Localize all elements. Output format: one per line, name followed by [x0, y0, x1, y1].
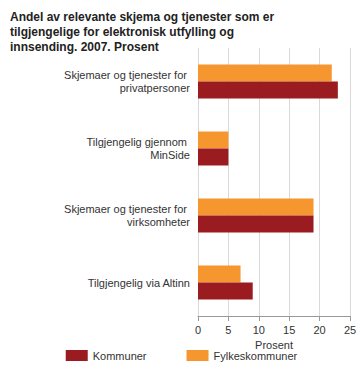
svg-text:10: 10: [253, 324, 265, 336]
svg-text:innsending. 2007. Prosent: innsending. 2007. Prosent: [10, 40, 159, 54]
svg-text:0: 0: [195, 324, 201, 336]
svg-text:5: 5: [225, 324, 231, 336]
svg-text:Tilgjengelig via Altinn: Tilgjengelig via Altinn: [88, 277, 190, 289]
svg-text:MinSide: MinSide: [150, 149, 190, 161]
svg-text:Skjemaer og tjenester for: Skjemaer og tjenester for: [64, 69, 190, 81]
svg-text:Fylkeskommuner: Fylkeskommuner: [214, 350, 298, 362]
svg-text:20: 20: [313, 324, 325, 336]
svg-text:25: 25: [344, 324, 356, 336]
svg-text:tilgjengelige for elektronisk: tilgjengelige for elektronisk utfylling …: [10, 25, 237, 39]
svg-text:virksomheter: virksomheter: [127, 216, 190, 228]
svg-text:Andel av relevante skjema og t: Andel av relevante skjema og tjenester s…: [10, 10, 277, 24]
svg-text:15: 15: [283, 324, 295, 336]
svg-text:Prosent: Prosent: [255, 339, 293, 352]
svg-text:Tilgjengelig gjennom: Tilgjengelig gjennom: [86, 136, 190, 148]
svg-text:Skjemaer og tjenester for: Skjemaer og tjenester for: [64, 203, 190, 215]
svg-text:privatpersoner: privatpersoner: [120, 82, 191, 94]
svg-text:Kommuner: Kommuner: [93, 350, 147, 362]
